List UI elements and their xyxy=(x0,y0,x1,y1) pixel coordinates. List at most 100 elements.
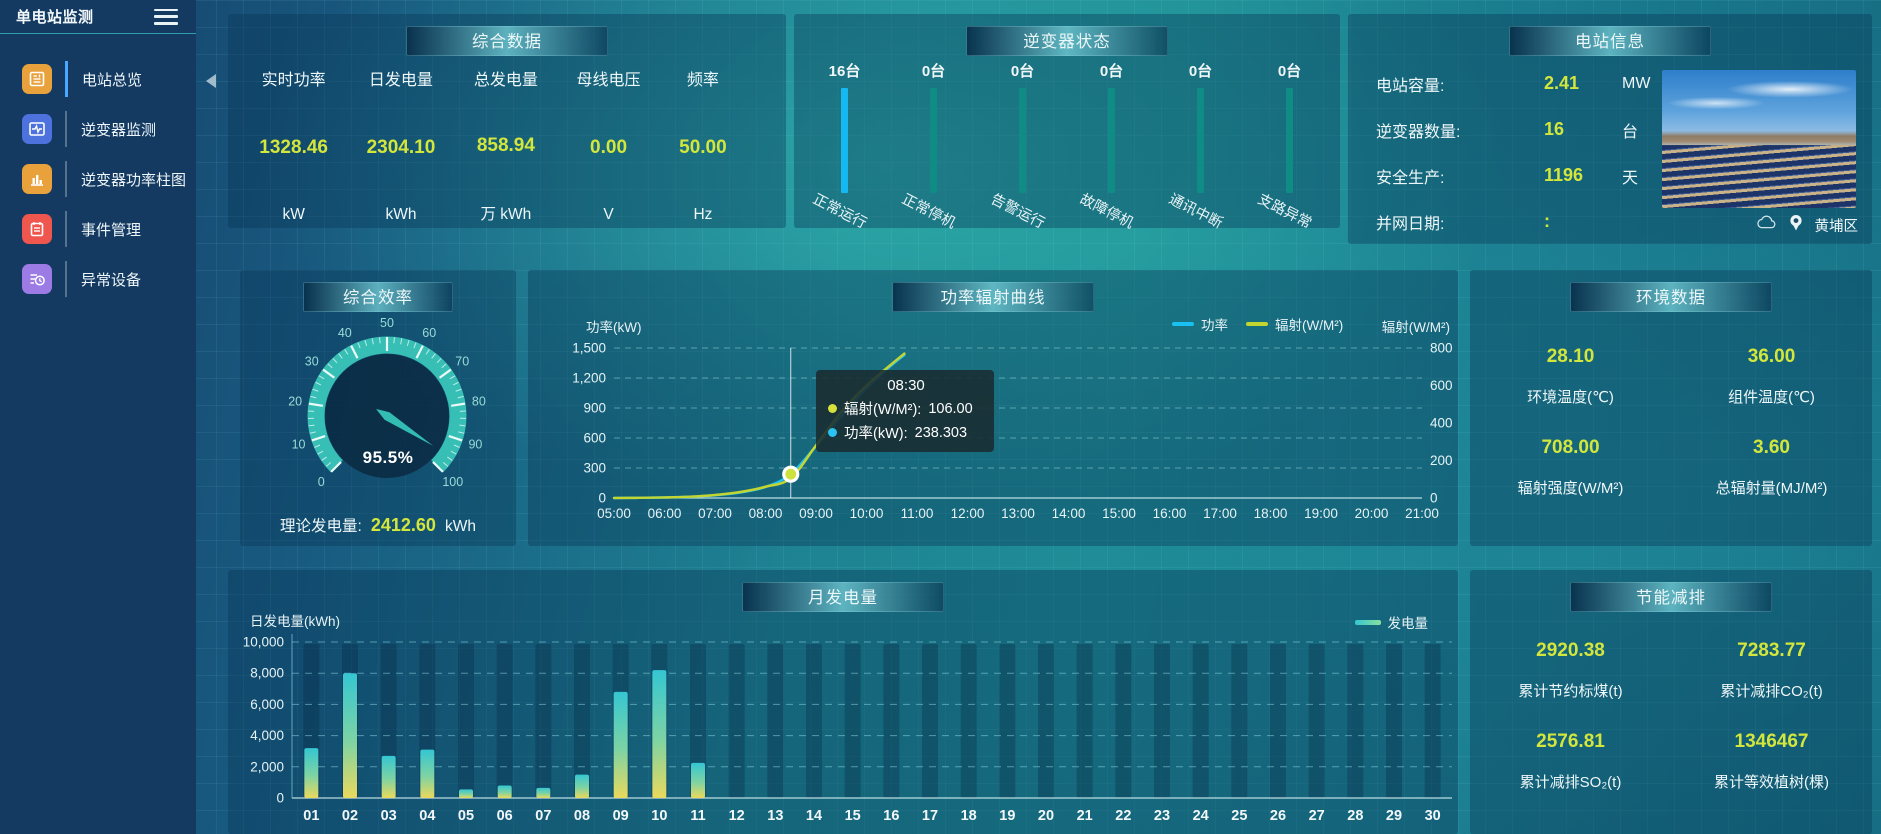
sidebar-item-2[interactable]: 逆变器监测 xyxy=(0,104,196,154)
summary-metric: 实时功率 1328.46 kW xyxy=(259,66,328,224)
svg-text:10,000: 10,000 xyxy=(243,635,284,650)
legend-item-power[interactable]: 功率 xyxy=(1172,314,1228,334)
svg-text:0: 0 xyxy=(1430,491,1438,506)
svg-text:1,200: 1,200 xyxy=(572,371,606,386)
generation-legend-dash-icon xyxy=(1354,619,1381,625)
svg-text:800: 800 xyxy=(1430,341,1453,356)
metric-label: 日发电量 xyxy=(368,72,433,89)
legend-item-radiation[interactable]: 辐射(W/M²) xyxy=(1246,314,1343,334)
inverter-status-label: 告警运行 xyxy=(987,191,1047,232)
metric-label: 母线电压 xyxy=(576,72,641,89)
sidebar-item-1[interactable]: 电站总览 xyxy=(0,54,196,104)
power-radiation-chart[interactable]: 0 300 600 900 1,200 1,500 0 200 400 600 800 05:00 06… xyxy=(528,270,1458,546)
theoretical-generation: 理论发电量: 2412.60 kWh xyxy=(240,514,516,536)
summary-metrics: 实时功率 1328.46 kW 日发电量 2304.10 kWh 总发电量 858.94 万 k… xyxy=(240,66,746,223)
inverter-status-label: 通讯中断 xyxy=(1165,191,1225,232)
station-info-title: 电站信息 xyxy=(1509,26,1711,56)
stat-value: 28.10 xyxy=(1546,346,1595,367)
svg-text:28: 28 xyxy=(1347,808,1363,824)
svg-text:20: 20 xyxy=(1038,808,1054,824)
station-row-value: : xyxy=(1544,211,1550,231)
metric-value: 2304.10 xyxy=(366,137,436,158)
app-title: 单电站监测 xyxy=(16,9,94,26)
sidebar-header: 单电站监测 xyxy=(0,0,196,34)
svg-text:19: 19 xyxy=(999,808,1015,824)
legend-item-generation[interactable]: 发电量 xyxy=(1354,612,1428,632)
svg-text:26: 26 xyxy=(1270,808,1286,824)
power-legend-dash-icon xyxy=(1172,322,1194,326)
svg-text:0: 0 xyxy=(318,475,325,489)
sidebar: 单电站监测 电站总览 逆变器监测 逆变器功率柱图 事件管理异常设备 xyxy=(0,0,196,834)
weather-cloud-icon[interactable] xyxy=(1756,215,1777,235)
active-indicator-bar xyxy=(65,161,67,197)
sidebar-menu: 电站总览 逆变器监测 逆变器功率柱图 事件管理异常设备 xyxy=(0,54,196,304)
sidebar-item-5[interactable]: 异常设备 xyxy=(0,254,196,304)
stat-label: 累计减排SO₂(t) xyxy=(1519,774,1622,791)
svg-text:18: 18 xyxy=(961,808,977,824)
environment-grid: 28.10 环境温度(℃) 36.00 组件温度(℃) 708.00 辐射强度(W/M²)… xyxy=(1470,332,1872,504)
environment-stat: 3.60 总辐射量(MJ/M²) xyxy=(1671,423,1872,504)
stat-label: 辐射强度(W/M²) xyxy=(1517,480,1624,497)
stat-label: 总辐射量(MJ/M²) xyxy=(1715,480,1828,497)
monthly-generation-chart[interactable]: 0 2,000 4,000 6,000 8,000 10,000 01 02 03 04 05 06 0… xyxy=(228,570,1458,834)
svg-text:05:00: 05:00 xyxy=(597,506,631,521)
svg-text:10: 10 xyxy=(651,808,667,824)
station-info-panel: 电站信息 电站容量: 2.41 MW 逆变器数量: 16 台安全生产: 1196 天并网日期:… xyxy=(1348,14,1872,244)
station-row-value: 16 xyxy=(1544,119,1565,139)
svg-text:0: 0 xyxy=(276,791,284,806)
active-indicator-bar xyxy=(65,111,67,147)
inverter-count: 0台 xyxy=(1010,63,1035,80)
active-indicator-bar xyxy=(65,261,67,297)
station-info-row: 并网日期:: xyxy=(1376,208,1716,235)
svg-text:03: 03 xyxy=(381,808,397,824)
inverter-count: 0台 xyxy=(1188,63,1213,80)
svg-text:08:00: 08:00 xyxy=(749,506,783,521)
station-footer: 黄埔区 xyxy=(1756,214,1859,236)
location-pin-icon[interactable] xyxy=(1789,214,1803,236)
station-row-label: 逆变器数量: xyxy=(1376,123,1461,141)
efficiency-gauge[interactable]: 0 10 20 30 40 50 60 70 80 90 100 xyxy=(240,270,516,546)
svg-text:11:00: 11:00 xyxy=(901,506,934,521)
stat-label: 累计节约标煤(t) xyxy=(1518,683,1623,700)
svg-text:10: 10 xyxy=(292,438,306,452)
collapse-panel-arrow-icon[interactable] xyxy=(206,74,216,88)
station-row-label: 并网日期: xyxy=(1376,215,1445,233)
sidebar-item-label: 异常设备 xyxy=(81,271,142,289)
stat-value: 3.60 xyxy=(1753,437,1790,458)
station-row-label: 电站容量: xyxy=(1376,77,1445,95)
power-chart-legend: 功率 辐射(W/M²) xyxy=(1172,314,1343,334)
svg-text:27: 27 xyxy=(1309,808,1325,824)
svg-text:25: 25 xyxy=(1231,808,1247,824)
inverter-status-label: 支路异常 xyxy=(1254,191,1314,232)
svg-text:17:00: 17:00 xyxy=(1203,506,1237,521)
svg-text:09: 09 xyxy=(613,808,629,824)
svg-text:11: 11 xyxy=(690,808,705,824)
svg-text:40: 40 xyxy=(338,326,352,340)
svg-text:12: 12 xyxy=(729,808,745,824)
legend-radiation-label: 辐射(W/M²) xyxy=(1275,318,1344,333)
monthly-generation-panel: 月发电量 日发电量(kWh) 发电量 0 2,000 4,000 6,000 8,000… xyxy=(228,570,1458,834)
radiation-legend-dash-icon xyxy=(1246,322,1268,326)
inverter-status-column: 0台 故障停机 xyxy=(1067,60,1156,232)
sidebar-item-4[interactable]: 事件管理 xyxy=(0,204,196,254)
inverter-status-chart[interactable]: 16台 正常运行 0台 正常停机 0台 告警运行 0台 故障停机 0台 通讯中断 0台 支路异常 xyxy=(800,60,1334,232)
menu-toggle-icon[interactable] xyxy=(154,8,178,25)
svg-text:20: 20 xyxy=(288,394,302,408)
station-info-row: 电站容量: 2.41 MW xyxy=(1376,70,1716,97)
svg-text:15:00: 15:00 xyxy=(1102,506,1136,521)
efficiency-title: 综合效率 xyxy=(303,282,453,312)
environment-panel: 环境数据 28.10 环境温度(℃) 36.00 组件温度(℃) 708.00 辐射强度(… xyxy=(1470,270,1872,546)
inverter-count: 0台 xyxy=(921,63,946,80)
sidebar-item-3[interactable]: 逆变器功率柱图 xyxy=(0,154,196,204)
summary-panel: 综合数据 实时功率 1328.46 kW 日发电量 2304.10 kWh 总发电量 858.… xyxy=(228,14,786,228)
summary-metric: 频率 50.00 Hz xyxy=(679,66,727,224)
svg-text:300: 300 xyxy=(583,461,606,476)
district-label[interactable]: 黄埔区 xyxy=(1814,218,1859,235)
svg-text:900: 900 xyxy=(583,401,606,416)
svg-text:13: 13 xyxy=(767,808,783,824)
svg-text:15: 15 xyxy=(845,808,861,824)
svg-text:30: 30 xyxy=(1425,808,1441,824)
svg-text:13:00: 13:00 xyxy=(1001,506,1035,521)
efficiency-panel: 综合效率 0 10 20 30 40 50 60 70 80 90 100 95.5% 理论发电量:… xyxy=(240,270,516,546)
